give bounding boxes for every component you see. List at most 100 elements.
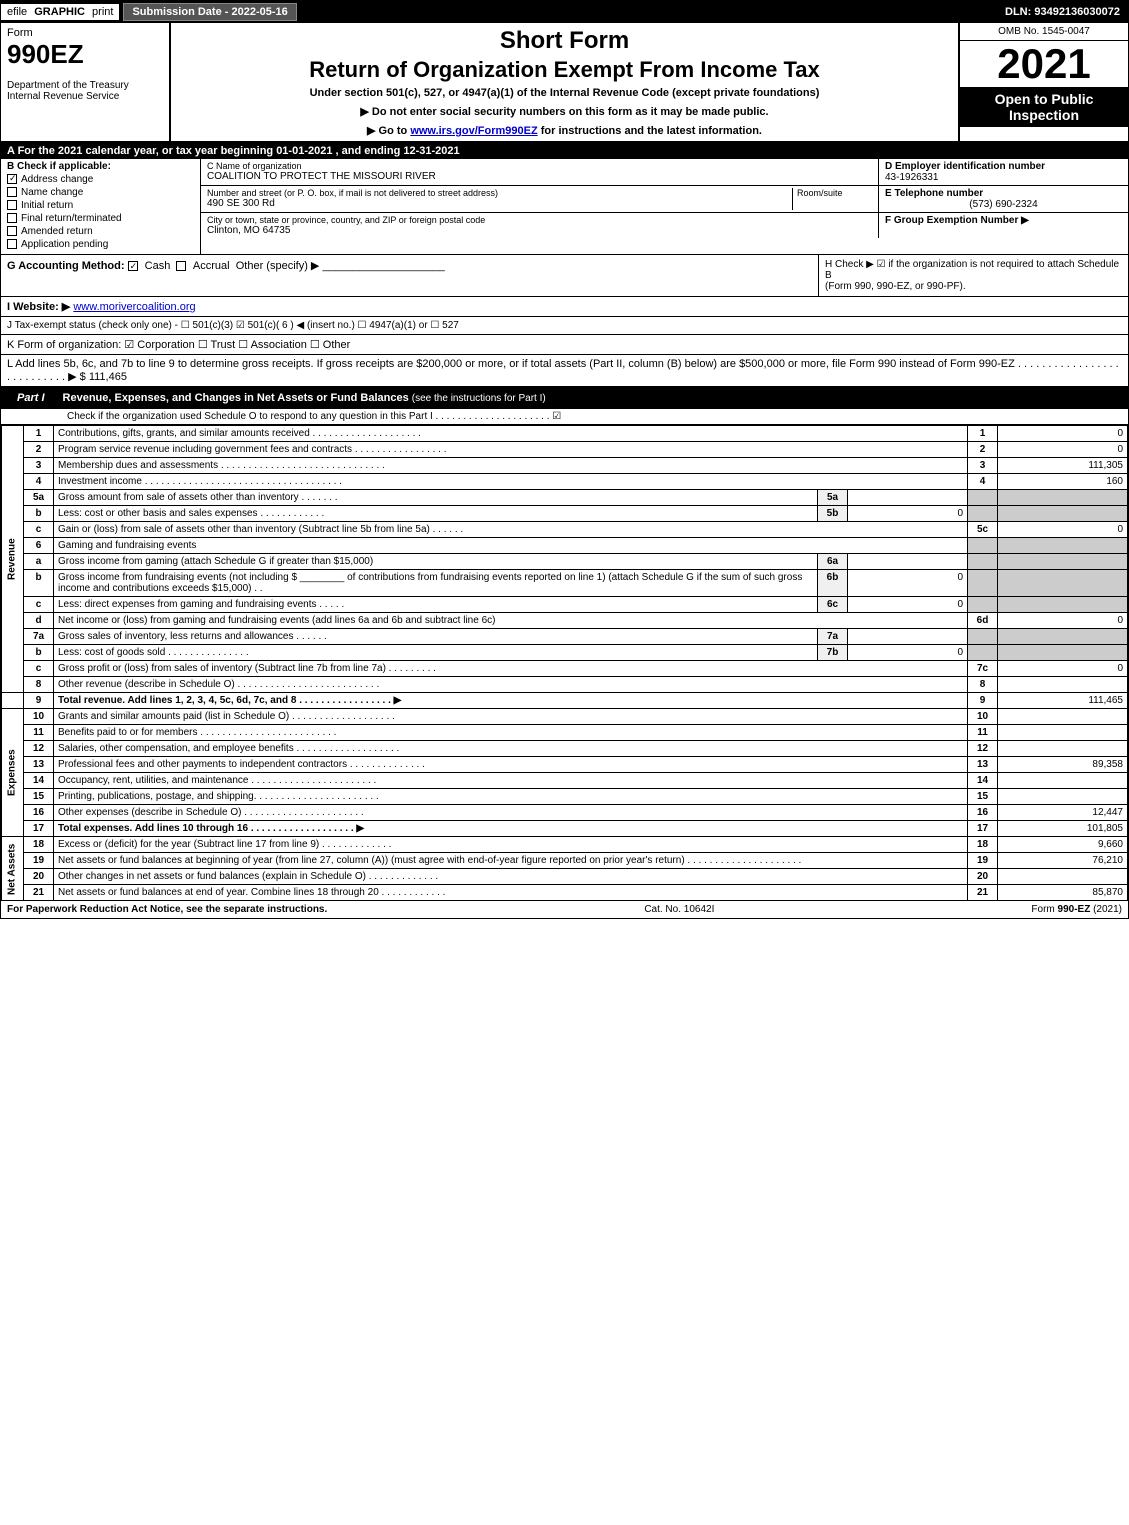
part-i-check-line: Check if the organization used Schedule … [1, 409, 1128, 425]
line-rnum: 5c [968, 522, 998, 538]
line-num: c [24, 661, 54, 677]
line-num: 15 [24, 789, 54, 805]
chk-amended-return[interactable]: Amended return [7, 226, 194, 237]
submission-date-button[interactable]: Submission Date - 2022-05-16 [123, 3, 296, 21]
line-desc: Net income or (loss) from gaming and fun… [54, 613, 968, 629]
f-label: F Group Exemption Number ▶ [885, 215, 1122, 226]
line-desc: Gross amount from sale of assets other t… [54, 490, 818, 506]
city-cell: City or town, state or province, country… [201, 213, 878, 238]
checkbox-icon [7, 226, 17, 236]
row-i: I Website: ▶ www.morivercoalition.org [1, 297, 1128, 317]
sub-val: 0 [848, 570, 968, 597]
line-rnum: 14 [968, 773, 998, 789]
line-desc: Gross income from gaming (attach Schedul… [54, 554, 818, 570]
line-num: 14 [24, 773, 54, 789]
footer-left: For Paperwork Reduction Act Notice, see … [7, 904, 327, 915]
line-num: 3 [24, 458, 54, 474]
instr2-pre: ▶ Go to [367, 125, 410, 137]
sub-val: 0 [848, 597, 968, 613]
d-cell: D Employer identification number 43-1926… [878, 159, 1128, 185]
line-value [998, 773, 1128, 789]
line-value [998, 709, 1128, 725]
line-value: 0 [998, 442, 1128, 458]
d-label: D Employer identification number [885, 161, 1122, 172]
part-i-title-text: Revenue, Expenses, and Changes in Net As… [63, 392, 409, 404]
instr2-post: for instructions and the latest informat… [538, 125, 762, 137]
h-text1: H Check ▶ ☑ if the organization is not r… [825, 259, 1122, 281]
line-num: a [24, 554, 54, 570]
phone-value: (573) 690-2324 [885, 199, 1122, 210]
open-public-box: Open to Public Inspection [960, 87, 1128, 127]
line-value: 111,305 [998, 458, 1128, 474]
chk-name-change[interactable]: Name change [7, 187, 194, 198]
chk-final-return[interactable]: Final return/terminated [7, 213, 194, 224]
chk-label: Application pending [21, 239, 108, 250]
shade-cell [968, 538, 998, 554]
line-rnum: 21 [968, 885, 998, 901]
print-link[interactable]: print [92, 6, 113, 18]
street-cell: Number and street (or P. O. box, if mail… [201, 186, 878, 212]
line-rnum: 7c [968, 661, 998, 677]
short-form-title: Short Form [179, 27, 950, 55]
line-num: 21 [24, 885, 54, 901]
instruction-1: ▶ Do not enter social security numbers o… [179, 105, 950, 118]
dept-label: Department of the Treasury Internal Reve… [7, 80, 163, 102]
h-cell: H Check ▶ ☑ if the organization is not r… [818, 255, 1128, 296]
irs-link[interactable]: www.irs.gov/Form990EZ [410, 125, 537, 137]
sub-num: 6c [818, 597, 848, 613]
column-c: C Name of organization COALITION TO PROT… [201, 159, 1128, 254]
form-container: efile GRAPHIC print Submission Date - 20… [0, 0, 1129, 919]
part-i-subtitle: (see the instructions for Part I) [412, 393, 546, 404]
line-rnum: 10 [968, 709, 998, 725]
line-desc: Occupancy, rent, utilities, and maintena… [54, 773, 968, 789]
line-desc: Other expenses (describe in Schedule O) … [54, 805, 968, 821]
l9-desc: Total revenue. Add lines 1, 2, 3, 4, 5c,… [58, 695, 401, 706]
line-value: 0 [998, 522, 1128, 538]
part-i-header: Part I Revenue, Expenses, and Changes in… [1, 387, 1128, 409]
chk-application-pending[interactable]: Application pending [7, 239, 194, 250]
footer-mid: Cat. No. 10642I [644, 904, 714, 915]
sub-val [848, 629, 968, 645]
chk-address-change[interactable]: Address change [7, 174, 194, 185]
shade-cell [968, 506, 998, 522]
line-desc: Less: cost of goods sold . . . . . . . .… [54, 645, 818, 661]
g-label: G Accounting Method: [7, 260, 125, 272]
line-num: 13 [24, 757, 54, 773]
tax-year: 2021 [960, 41, 1128, 87]
spacer [2, 693, 24, 709]
line-desc: Printing, publications, postage, and shi… [54, 789, 968, 805]
chk-initial-return[interactable]: Initial return [7, 200, 194, 211]
h-text2: (Form 990, 990-EZ, or 990-PF). [825, 281, 1122, 292]
shade-cell [968, 645, 998, 661]
c-name-label: C Name of organization [207, 161, 872, 171]
line-num: b [24, 506, 54, 522]
efile-label: efile [7, 6, 27, 18]
l-value: 111,465 [89, 371, 127, 383]
checkbox-icon [7, 187, 17, 197]
topbar: efile GRAPHIC print Submission Date - 20… [1, 1, 1128, 23]
line-desc: Membership dues and assessments . . . . … [54, 458, 968, 474]
line-num: 16 [24, 805, 54, 821]
checkbox-icon [7, 174, 17, 184]
line-desc: Excess or (deficit) for the year (Subtra… [54, 837, 968, 853]
line-value [998, 741, 1128, 757]
g-cell: G Accounting Method: Cash Accrual Other … [1, 255, 818, 296]
dln-label: DLN: 93492136030072 [997, 4, 1128, 20]
shade-cell [998, 597, 1128, 613]
line-rnum: 2 [968, 442, 998, 458]
f-cell: F Group Exemption Number ▶ [878, 213, 1128, 238]
line-desc: Other revenue (describe in Schedule O) .… [54, 677, 968, 693]
website-link[interactable]: www.morivercoalition.org [73, 301, 195, 313]
line-rnum: 13 [968, 757, 998, 773]
line-rnum: 18 [968, 837, 998, 853]
line-desc: Professional fees and other payments to … [54, 757, 968, 773]
line-value: 12,447 [998, 805, 1128, 821]
line-rnum: 16 [968, 805, 998, 821]
shade-cell [998, 506, 1128, 522]
line-desc: Total expenses. Add lines 10 through 16 … [54, 821, 968, 837]
line-desc: Investment income . . . . . . . . . . . … [54, 474, 968, 490]
shade-cell [998, 490, 1128, 506]
line-value: 101,805 [998, 821, 1128, 837]
line-desc: Gross sales of inventory, less returns a… [54, 629, 818, 645]
revenue-side-label: Revenue [2, 426, 24, 693]
